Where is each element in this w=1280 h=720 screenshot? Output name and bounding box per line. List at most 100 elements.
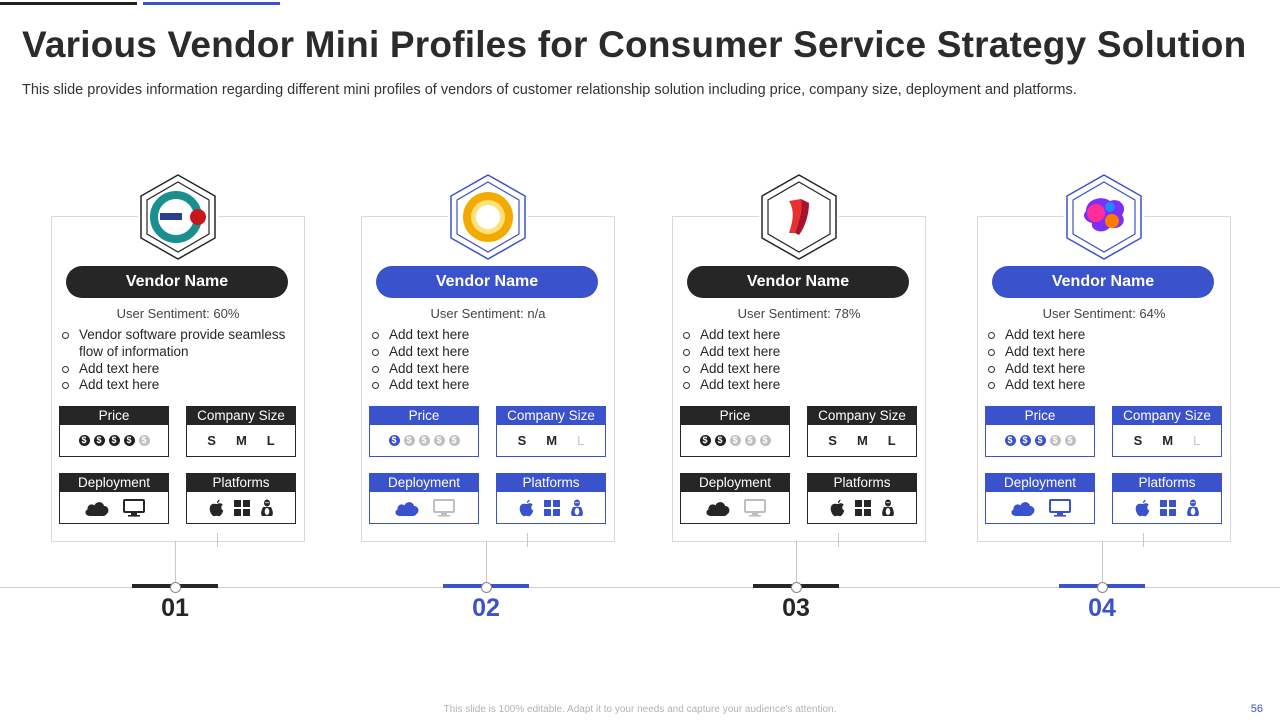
monitor-icon	[433, 498, 455, 517]
bullet-list: Add text here Add text here Add text here A…	[683, 327, 908, 394]
size-s: S	[1133, 433, 1143, 448]
company-size-label: Company Size	[187, 407, 295, 425]
price-label: Price	[986, 407, 1094, 425]
vendor-logo-badge	[138, 173, 218, 261]
size-s: S	[517, 433, 527, 448]
platforms-box: Platforms	[1112, 473, 1222, 524]
card-tick	[217, 533, 218, 547]
timeline-dot	[791, 582, 802, 593]
letter-e-logo	[140, 174, 216, 260]
platforms-label: Platforms	[1113, 474, 1221, 492]
bullet-list: Vendor software provide seamless flow of…	[62, 327, 287, 394]
windows-icon	[233, 499, 250, 516]
deployment-box: Deployment	[680, 473, 790, 524]
price-box: Price $ $ $ $ $	[985, 406, 1095, 457]
company-size-box: Company Size S M L	[496, 406, 606, 457]
platforms-label: Platforms	[497, 474, 605, 492]
size-m: M	[1162, 433, 1174, 448]
bullet-list: Add text here Add text here Add text here A…	[988, 327, 1213, 394]
platforms-box: Platforms	[186, 473, 296, 524]
company-size-label: Company Size	[497, 407, 605, 425]
deployment-label: Deployment	[370, 474, 478, 492]
size-l: L	[1193, 433, 1201, 448]
user-sentiment: User Sentiment: n/a	[430, 306, 546, 321]
bullet-item: Add text here	[988, 327, 1213, 344]
dollar-coin-icon: $	[1064, 435, 1076, 446]
dollar-coin-icon: $	[138, 435, 150, 446]
dollar-coin-icon: $	[1019, 435, 1031, 446]
vendor-logo-badge	[759, 173, 839, 261]
monitor-icon	[744, 498, 766, 517]
deployment-label: Deployment	[681, 474, 789, 492]
linux-icon	[570, 499, 584, 517]
apple-icon	[1135, 499, 1150, 517]
platforms-box: Platforms	[807, 473, 917, 524]
dollar-coin-icon: $	[418, 435, 430, 446]
price-box: Price $ $ $ $ $	[369, 406, 479, 457]
company-size-box: Company Size S M L	[807, 406, 917, 457]
dollar-coin-icon: $	[714, 435, 726, 446]
card-tick	[838, 533, 839, 547]
bullet-item: Add text here	[988, 361, 1213, 378]
bullet-item: Add text here	[683, 377, 908, 394]
vendor-name-pill: Vendor Name	[992, 266, 1214, 298]
vendor-name-pill: Vendor Name	[376, 266, 598, 298]
dollar-coin-icon: $	[93, 435, 105, 446]
price-label: Price	[60, 407, 168, 425]
dollar-coin-icon: $	[78, 435, 90, 446]
page-number: 56	[1250, 703, 1263, 715]
top-accent-bar-blue	[143, 2, 280, 5]
dollar-coin-icon: $	[1034, 435, 1046, 446]
platforms-label: Platforms	[187, 474, 295, 492]
bullet-list: Add text here Add text here Add text here A…	[372, 327, 597, 394]
dollar-coin-icon: $	[1049, 435, 1061, 446]
cloud-icon	[704, 499, 732, 517]
step-number: 02	[472, 594, 500, 622]
timeline-connector	[796, 541, 797, 583]
card-tick	[1143, 533, 1144, 547]
dollar-coin-icon: $	[729, 435, 741, 446]
bullet-item: Vendor software provide seamless flow of…	[62, 327, 287, 361]
vendor-card-03: Vendor Name User Sentiment: 78% Add text…	[672, 173, 926, 542]
vendor-name-pill: Vendor Name	[687, 266, 909, 298]
timeline-dot	[1097, 582, 1108, 593]
bullet-item: Add text here	[372, 344, 597, 361]
price-label: Price	[370, 407, 478, 425]
bullet-item: Add text here	[988, 344, 1213, 361]
vendor-logo-badge	[448, 173, 528, 261]
dollar-coin-icon: $	[123, 435, 135, 446]
ring-logo	[450, 174, 526, 260]
price-box: Price $ $ $ $ $	[59, 406, 169, 457]
vendor-card-04: Vendor Name User Sentiment: 64% Add text…	[977, 173, 1231, 542]
price-box: Price $ $ $ $ $	[680, 406, 790, 457]
timeline-line	[0, 587, 1280, 588]
dollar-coin-icon: $	[744, 435, 756, 446]
user-sentiment: User Sentiment: 64%	[1042, 306, 1166, 321]
platforms-label: Platforms	[808, 474, 916, 492]
size-s: S	[207, 433, 216, 448]
dollar-coin-icon: $	[1004, 435, 1016, 446]
card-tick	[527, 533, 528, 547]
bullet-item: Add text here	[683, 344, 908, 361]
company-size-label: Company Size	[1113, 407, 1221, 425]
company-size-label: Company Size	[808, 407, 916, 425]
windows-icon	[854, 499, 871, 516]
cloud-icon	[393, 499, 421, 517]
bullet-item: Add text here	[62, 377, 287, 394]
linux-icon	[881, 499, 895, 517]
timeline-connector	[486, 541, 487, 583]
bullet-item: Add text here	[62, 361, 287, 378]
linux-icon	[260, 499, 274, 517]
dollar-coin-icon: $	[388, 435, 400, 446]
cloud-icon	[1009, 499, 1037, 517]
price-label: Price	[681, 407, 789, 425]
vendor-logo-badge	[1064, 173, 1144, 261]
platforms-box: Platforms	[496, 473, 606, 524]
apple-icon	[209, 499, 224, 517]
bullet-item: Add text here	[988, 377, 1213, 394]
step-number: 03	[782, 594, 810, 622]
top-accent-bar-dark	[0, 2, 137, 5]
user-sentiment: User Sentiment: 78%	[737, 306, 861, 321]
dollar-coin-icon: $	[108, 435, 120, 446]
bullet-item: Add text here	[683, 361, 908, 378]
